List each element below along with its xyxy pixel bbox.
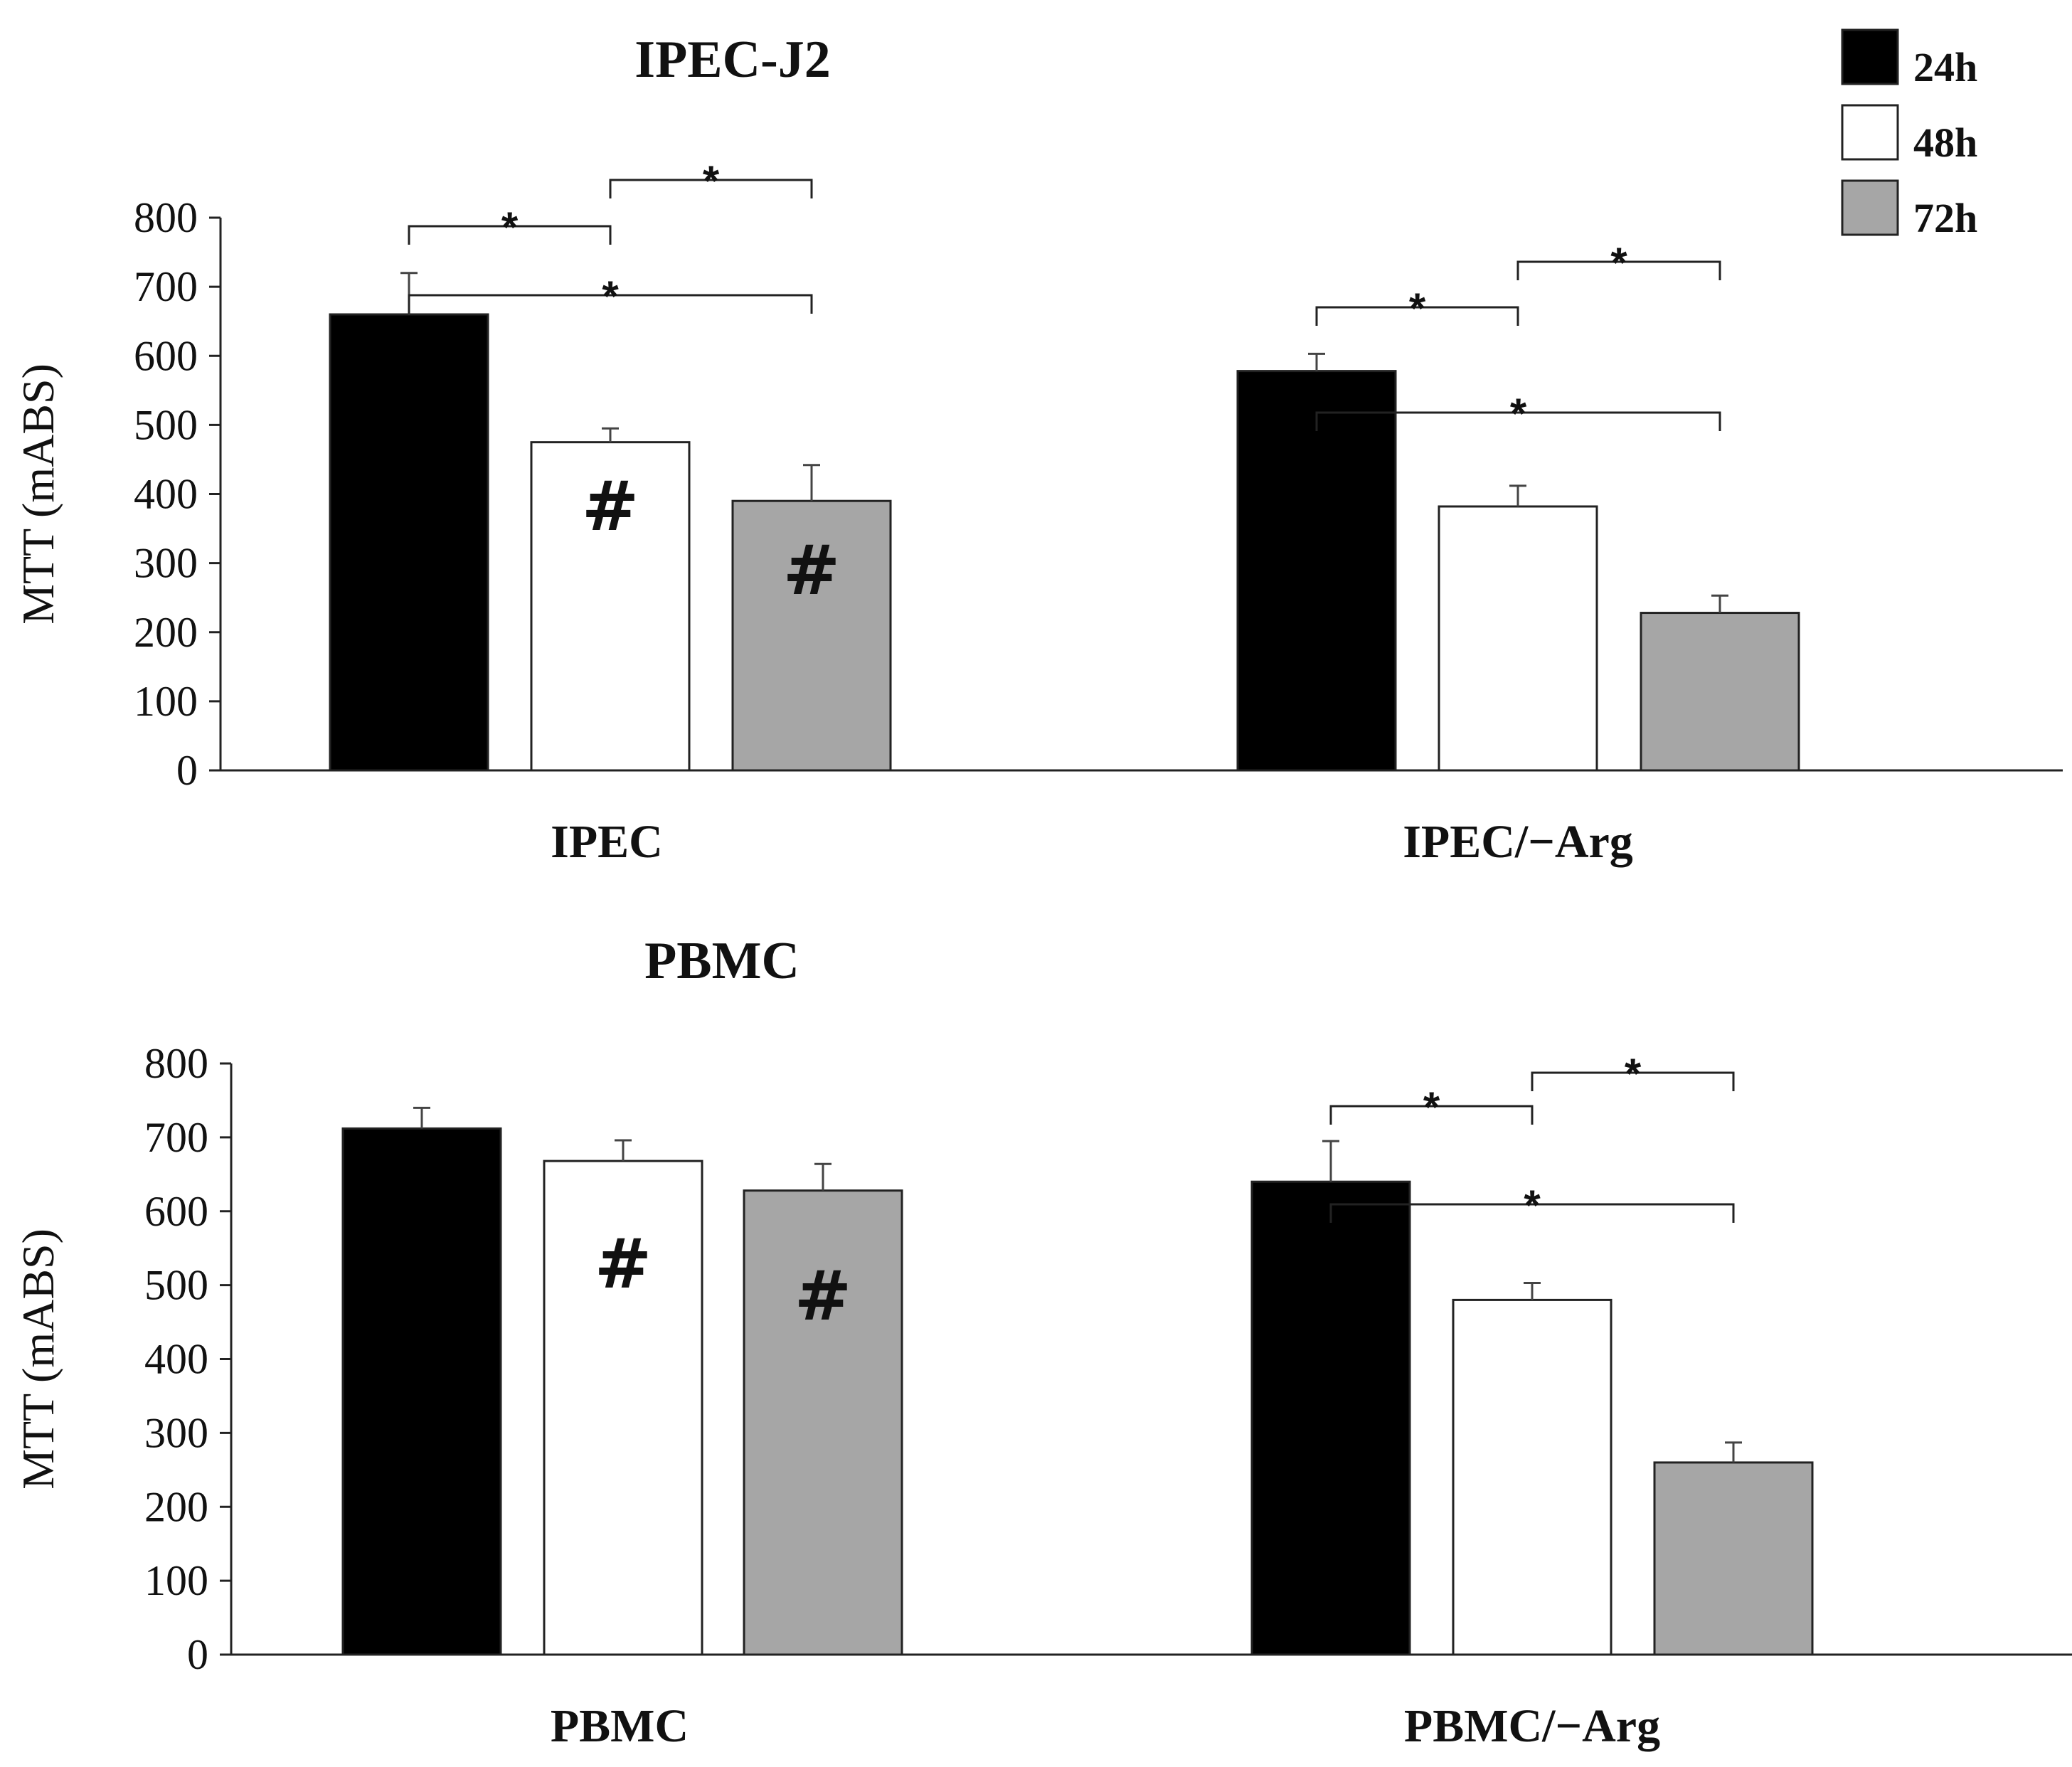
significance-bracket (1315, 306, 1519, 326)
bar-72h-2 (1653, 1461, 1814, 1656)
bar-72h-1 (731, 499, 892, 772)
hash-marker: # (795, 1256, 851, 1336)
hash-marker: # (783, 531, 840, 610)
significance-bracket (1516, 260, 1721, 280)
significance-bracket (408, 225, 612, 245)
y-tick-label: 0 (176, 747, 198, 794)
y-tick-label: 300 (134, 540, 198, 587)
y-tick-label: 100 (134, 678, 198, 725)
significance-star: * (602, 272, 619, 320)
significance-star: * (501, 203, 519, 251)
y-tick-label: 600 (144, 1188, 208, 1235)
y-tick-label: 700 (144, 1114, 208, 1161)
y-tick-label: 500 (144, 1262, 208, 1309)
bar-72h-2 (1640, 612, 1800, 772)
significance-bracket (1315, 411, 1721, 431)
significance-bracket (1531, 1071, 1735, 1091)
y-tick-label: 400 (144, 1336, 208, 1383)
y-tick-label: 500 (134, 401, 198, 448)
y-tick-label: 800 (134, 194, 198, 241)
legend-label: 48h (1913, 120, 1977, 166)
category-label: IPEC/−Arg (1403, 816, 1633, 868)
y-tick-label: 200 (134, 609, 198, 656)
y-tick-label: 600 (134, 332, 198, 379)
category-label: PBMC (551, 1700, 689, 1752)
legend-label: 72h (1913, 195, 1977, 241)
bar-24h-2 (1250, 1180, 1411, 1656)
legend-swatch-24h (1841, 28, 1899, 85)
bar-24h-1 (329, 313, 489, 772)
significance-star: * (1625, 1050, 1642, 1098)
legend-label: 24h (1913, 44, 1977, 90)
chart-title: PBMC (644, 932, 799, 990)
bar-48h-2 (1452, 1298, 1613, 1656)
significance-star: * (1610, 239, 1627, 287)
y-tick-label: 400 (134, 471, 198, 518)
legend-swatch-48h (1841, 104, 1899, 161)
significance-star: * (1510, 390, 1527, 437)
category-label: PBMC/−Arg (1404, 1700, 1660, 1752)
y-tick-label: 300 (144, 1409, 208, 1456)
significance-bracket (1329, 1105, 1534, 1125)
significance-bracket (609, 179, 813, 198)
chart-panel-2: PBMC MTT (mABS) 0 100 200 300 400 500 600 700 800 P… (13, 932, 2072, 1752)
chart-panel-1: IPEC-J2 MTT (mABS) 0 100 200 300 400 500 600 700 8… (13, 31, 2063, 868)
y-axis-label: MTT (mABS) (13, 364, 63, 625)
significance-star: * (703, 157, 720, 205)
significance-bracket (408, 294, 813, 314)
bar-24h-1 (341, 1127, 502, 1656)
bar-72h-1 (743, 1189, 903, 1656)
bar-48h-1 (543, 1160, 703, 1656)
bar-48h-2 (1438, 505, 1598, 772)
hash-marker: # (595, 1224, 652, 1304)
hash-marker: # (582, 467, 639, 546)
y-tick-label: 700 (134, 263, 198, 310)
category-label: IPEC (551, 816, 663, 868)
bar-24h-2 (1236, 370, 1397, 772)
legend-swatch-72h (1841, 179, 1899, 236)
y-tick-label: 800 (144, 1040, 208, 1087)
legend: 24h 48h 72h (1841, 28, 1977, 241)
y-tick-label: 200 (144, 1483, 208, 1530)
significance-star: * (1524, 1182, 1541, 1229)
y-tick-label: 100 (144, 1557, 208, 1604)
y-axis-label: MTT (mABS) (13, 1229, 63, 1490)
significance-bracket (1329, 1203, 1735, 1223)
y-tick-label: 0 (187, 1631, 208, 1678)
significance-star: * (1409, 285, 1426, 332)
bar-48h-1 (530, 441, 691, 772)
significance-star: * (1423, 1083, 1440, 1131)
chart-title: IPEC-J2 (634, 31, 830, 89)
